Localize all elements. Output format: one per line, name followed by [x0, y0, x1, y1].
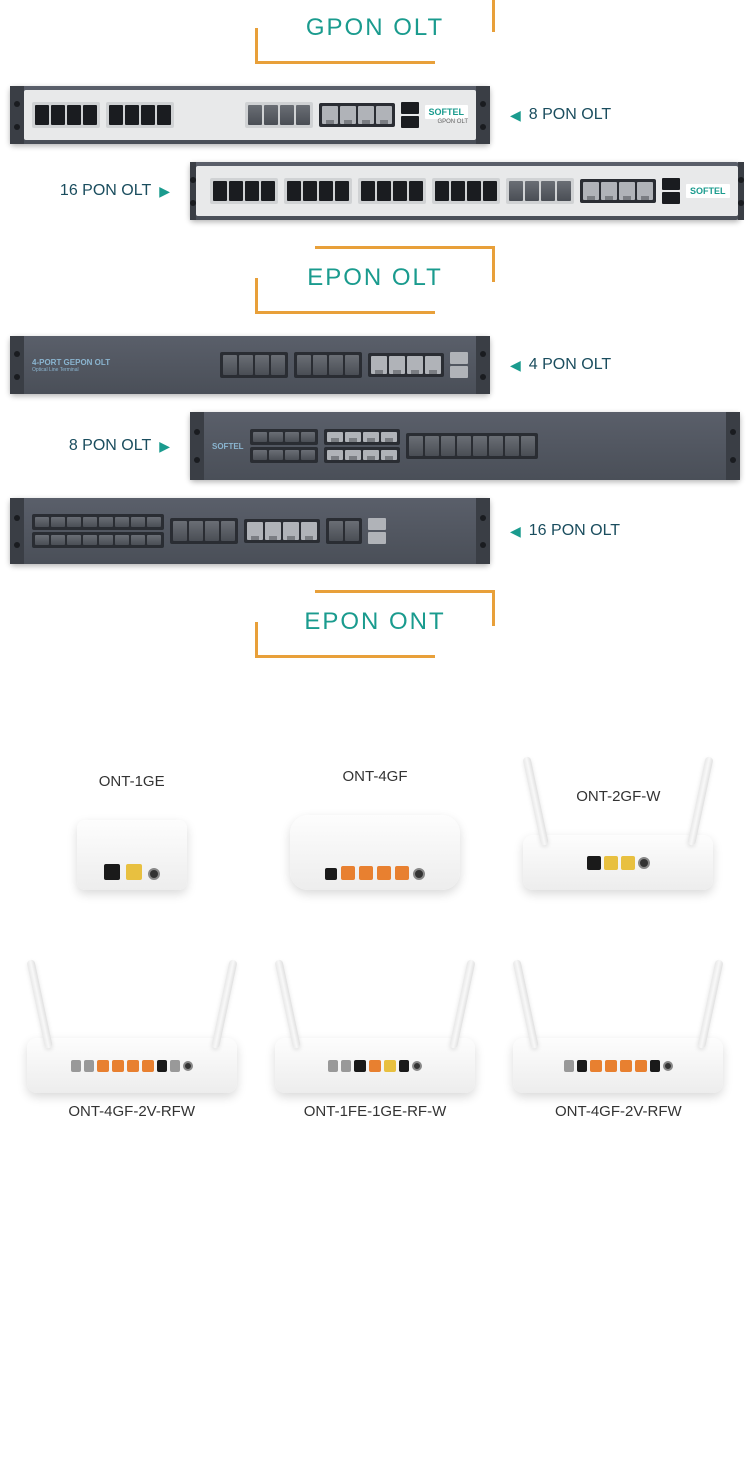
brand-label: SOFTEL	[212, 442, 244, 451]
product-row: SOFTEL GPON OLT ◀ 8 PON OLT	[10, 86, 740, 144]
ont-label: ONT-4GF	[342, 768, 407, 785]
ont-cell: ONT-4GF	[263, 710, 486, 890]
antenna-icon	[697, 959, 724, 1049]
device-body: SOFTEL	[204, 412, 726, 480]
ont-device-1ge	[77, 820, 187, 890]
rack-ear	[10, 336, 24, 394]
ont-label: ONT-4GF-2V-RFW	[555, 1103, 682, 1120]
ont-device-4gf-2v-rfw	[27, 1038, 237, 1093]
section-title: EPON ONT	[292, 604, 457, 640]
ont-label: ONT-1GE	[99, 773, 165, 790]
antenna-icon	[449, 959, 476, 1049]
antenna-icon	[687, 756, 714, 846]
device-body: SOFTEL GPON OLT	[24, 90, 476, 140]
ont-device-4gf	[290, 815, 460, 890]
rack-ear	[10, 498, 24, 564]
antenna-icon	[513, 959, 540, 1049]
rack-ear	[476, 498, 490, 564]
brand-label: 4-PORT GEPON OLT	[32, 358, 110, 367]
product-label: 16 PON OLT ▶	[60, 182, 170, 200]
ont-label: ONT-4GF-2V-RFW	[68, 1103, 195, 1120]
ont-device-2gf-w	[523, 835, 713, 890]
ont-device-4gf-2v-rfw-2	[513, 1038, 723, 1093]
rack-ear	[190, 412, 204, 480]
ont-label: ONT-2GF-W	[576, 788, 660, 805]
section-title: GPON OLT	[294, 10, 456, 46]
product-row: 8 PON OLT ▶ SOFTEL	[10, 412, 740, 480]
ont-cell: ONT-1GE	[20, 710, 243, 890]
product-row: ◀ 16 PON OLT	[10, 498, 740, 564]
antenna-icon	[26, 959, 53, 1049]
arrow-right-icon: ▶	[159, 183, 170, 200]
ont-cell: ONT-1FE-1GE-RF-W	[263, 920, 486, 1120]
antenna-icon	[211, 959, 238, 1049]
rack-ear	[726, 412, 740, 480]
section-header-gpon: GPON OLT	[275, 10, 475, 46]
product-row: 4-PORT GEPON OLT Optical Line Terminal ◀…	[10, 336, 740, 394]
product-label: ◀ 4 PON OLT	[510, 356, 611, 374]
ont-cell: ONT-2GF-W	[507, 710, 730, 890]
ont-device-1fe-1ge-rf-w	[275, 1038, 475, 1093]
arrow-left-icon: ◀	[510, 107, 521, 124]
rack-ear	[10, 86, 24, 144]
ont-grid: ONT-4GF-2V-RFW ONT-1FE-1GE-RF-W	[0, 910, 750, 1130]
ont-grid: ONT-1GE ONT-4GF ONT-2GF-W	[0, 700, 750, 900]
ont-cell: ONT-4GF-2V-RFW	[507, 920, 730, 1120]
rack-ear	[738, 162, 744, 220]
arrow-left-icon: ◀	[510, 523, 521, 540]
section-header-epon-olt: EPON OLT	[275, 260, 475, 296]
antenna-icon	[523, 756, 550, 846]
device-body	[24, 498, 476, 564]
brand-label: SOFTEL	[425, 105, 469, 119]
sub-brand: GPON OLT	[437, 119, 468, 125]
brand-label: SOFTEL	[686, 184, 730, 198]
device-body: SOFTEL	[196, 166, 738, 216]
antenna-icon	[274, 959, 301, 1049]
rack-device-8pon-epon: SOFTEL	[190, 412, 740, 480]
rack-ear	[476, 336, 490, 394]
rack-device-4pon-epon: 4-PORT GEPON OLT Optical Line Terminal	[10, 336, 490, 394]
arrow-left-icon: ◀	[510, 357, 521, 374]
rack-device-16pon-epon	[10, 498, 490, 564]
section-title: EPON OLT	[295, 260, 455, 296]
rack-ear	[476, 86, 490, 144]
product-label: 8 PON OLT ▶	[69, 437, 170, 455]
ont-label: ONT-1FE-1GE-RF-W	[304, 1103, 447, 1120]
arrow-right-icon: ▶	[159, 438, 170, 455]
rack-device-16pon-gpon: SOFTEL	[190, 162, 740, 220]
product-label: ◀ 8 PON OLT	[510, 106, 611, 124]
section-header-epon-ont: EPON ONT	[275, 604, 475, 640]
device-body: 4-PORT GEPON OLT Optical Line Terminal	[24, 336, 476, 394]
sub-brand: Optical Line Terminal	[32, 367, 110, 373]
product-label: ◀ 16 PON OLT	[510, 522, 620, 540]
rack-device-8pon-gpon: SOFTEL GPON OLT	[10, 86, 490, 144]
ont-cell: ONT-4GF-2V-RFW	[20, 920, 243, 1120]
product-row: 16 PON OLT ▶ SOFTEL	[10, 162, 740, 220]
